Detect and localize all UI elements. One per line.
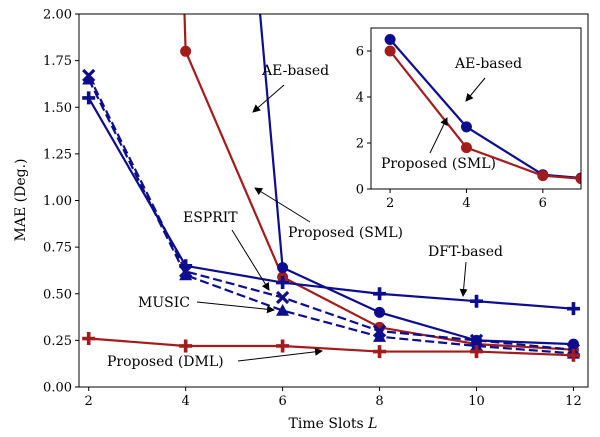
annotation-ae-based-label: AE-based	[261, 63, 329, 79]
annotation-ae-based: AE-based	[252, 63, 329, 113]
x-tick-label: 4	[182, 394, 190, 409]
point-dml-5	[566, 348, 580, 362]
x-tick-label: 10	[468, 394, 485, 409]
annotation-dft-based-label: DFT-based	[428, 244, 503, 260]
inset-plot-frame	[370, 27, 582, 190]
main-series-group	[82, 14, 581, 362]
y-tick-label: 1.00	[43, 194, 72, 209]
main-axis-ticks: 2 4 6 8 10 12 0.00 0.25 0.50 0.75 1.00 1.25 1.50 1.75…	[43, 8, 582, 410]
line-sml	[183, 14, 574, 351]
point-sml-0	[180, 45, 192, 57]
inset-point-sml-2	[537, 170, 549, 182]
inset-y-tick-label: 6	[356, 45, 364, 60]
inset-annotation-proposed-sml-arrow	[429, 117, 448, 154]
inset-x-tick-label: 2	[386, 196, 394, 211]
point-dml-4	[470, 345, 484, 359]
inset-series-group	[384, 34, 581, 185]
point-ae-0	[277, 262, 289, 274]
point-dml-3	[373, 345, 387, 359]
inset-x-tick-label: 4	[462, 196, 470, 211]
y-tick-label: 1.25	[43, 147, 72, 162]
annotation-esprit: ESPRIT	[183, 210, 270, 291]
x-tick-label: 6	[278, 394, 286, 409]
inset-line-sml	[389, 50, 581, 180]
point-dft-3	[373, 287, 387, 301]
y-tick-label: 2.00	[43, 8, 72, 23]
inset-annotation-proposed-sml: Proposed (SML)	[381, 117, 496, 172]
annotation-proposed-dml: Proposed (DML)	[107, 347, 323, 370]
inset-annotation-ae-based-arrow	[465, 77, 486, 102]
inset-annotation-ae-based: AE-based	[454, 56, 522, 102]
inset-point-ae-0	[384, 34, 396, 45]
point-dml-0	[82, 332, 96, 346]
annotation-dft-based: DFT-based	[428, 244, 503, 297]
inset-y-tick-label: 4	[356, 91, 364, 106]
annotation-music-label: MUSIC	[138, 295, 190, 311]
annotation-esprit-label: ESPRIT	[183, 210, 238, 226]
annotation-proposed-sml-arrow	[254, 187, 311, 223]
inset-y-tick-label: 2	[356, 137, 364, 152]
point-music-2	[276, 304, 290, 316]
annotation-proposed-sml-label: Proposed (SML)	[288, 225, 403, 241]
inset-annotation-ae-based-label: AE-based	[454, 56, 522, 72]
point-dml-2	[276, 339, 290, 353]
inset-series-sml	[384, 45, 581, 185]
y-tick-label: 0.75	[43, 241, 72, 256]
x-tick-label: 12	[565, 394, 582, 409]
inset-background	[371, 28, 581, 189]
point-dft-4	[470, 294, 484, 308]
inset-point-ae-1	[460, 121, 472, 133]
line-dml	[88, 337, 574, 357]
y-tick-label: 0.25	[43, 334, 72, 349]
inset-annotation-proposed-sml-label: Proposed (SML)	[381, 156, 496, 172]
y-axis-label: MAE (Deg.)	[13, 159, 29, 242]
series-dml	[82, 332, 580, 362]
y-tick-label: 0.50	[43, 287, 72, 302]
line-dft	[87, 97, 574, 310]
annotation-proposed-dml-label: Proposed (DML)	[107, 354, 224, 370]
line-music	[87, 78, 574, 355]
annotation-ae-based-arrow	[252, 84, 285, 113]
series-dft	[82, 91, 580, 316]
inset-x-tick-label: 6	[539, 196, 547, 211]
inset-point-sml-0	[384, 45, 396, 57]
point-dft-5	[566, 302, 580, 316]
x-tick-label: 8	[375, 394, 383, 409]
point-music-3	[373, 330, 387, 342]
line-esprit	[87, 75, 574, 351]
y-tick-label: 1.75	[43, 54, 72, 69]
x-axis-label-text: Time Slots	[289, 416, 364, 432]
x-tick-label: 2	[85, 394, 93, 409]
inset-point-sml-1	[460, 142, 472, 154]
annotation-dft-based-arrow	[459, 261, 468, 297]
y-tick-label: 0.00	[43, 381, 72, 396]
annotation-music-arrow	[196, 301, 275, 314]
point-music-0	[82, 72, 96, 85]
annotation-proposed-dml-arrow	[237, 347, 323, 362]
annotation-proposed-sml: Proposed (SML)	[254, 187, 403, 241]
annotation-music: MUSIC	[138, 295, 275, 314]
annotation-esprit-arrow	[231, 229, 270, 291]
y-tick-label: 1.50	[43, 101, 72, 116]
point-ae-1	[374, 306, 386, 318]
inset-axis-ticks: 2 4 6 0 2 4 6	[356, 45, 547, 212]
point-music-1	[179, 268, 193, 281]
point-dml-1	[179, 339, 193, 353]
inset-y-tick-label: 0	[356, 183, 364, 198]
point-esprit-2	[275, 290, 290, 305]
point-dft-0	[82, 91, 96, 105]
inset-point-sml-3	[575, 173, 581, 185]
x-axis-label: Time Slots L	[289, 416, 378, 432]
point-dft-2	[276, 276, 290, 290]
x-axis-label-variable: L	[367, 416, 377, 432]
